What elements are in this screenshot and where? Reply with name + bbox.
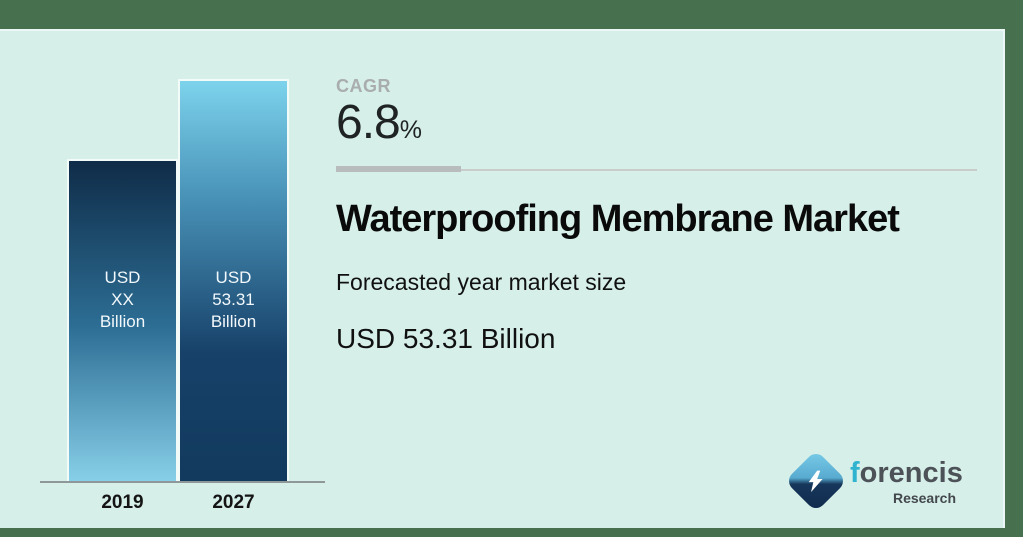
bar-2027-label-line2: 53.31 — [212, 290, 255, 309]
page-subtitle: Forecasted year market size — [336, 269, 627, 295]
cagr-row: 6.8% — [336, 99, 982, 158]
divider-rule — [461, 169, 977, 171]
bar-2019: USD XX Billion — [67, 159, 178, 483]
info-column: CAGR 6.8% Waterproofing Membrane Market … — [336, 76, 982, 355]
brand-name-rest: orencis — [859, 457, 963, 489]
x-axis-line — [40, 481, 325, 483]
cagr-percent-sign: % — [399, 116, 422, 144]
lightning-icon — [809, 470, 823, 492]
bar-2027: USD 53.31 Billion — [178, 79, 289, 483]
x-axis-label-2027: 2027 — [212, 492, 255, 513]
bar-2019-label-line2: XX — [111, 290, 134, 309]
brand-subtext: Research — [892, 490, 956, 506]
bar-2019-label-line1: USD — [104, 268, 141, 287]
brand-name-first-letter: f — [850, 457, 860, 489]
bar-2027-label-line3: Billion — [210, 312, 257, 331]
bar-2019-label-line3: Billion — [99, 312, 146, 331]
brand-logo: forencis Research — [784, 449, 964, 519]
cagr-label: CAGR — [336, 76, 391, 96]
diamond-icon — [784, 449, 848, 513]
bar-2027-label-line1: USD — [215, 268, 252, 287]
cagr-value: 6.8 — [336, 96, 401, 149]
section-divider — [336, 166, 982, 172]
page-title: Waterproofing Membrane Market — [336, 198, 900, 240]
market-value: USD 53.31 Billion — [336, 323, 556, 354]
brand-name: forencis — [850, 457, 963, 489]
x-axis-label-2019: 2019 — [101, 492, 144, 513]
divider-accent-segment — [336, 166, 461, 172]
